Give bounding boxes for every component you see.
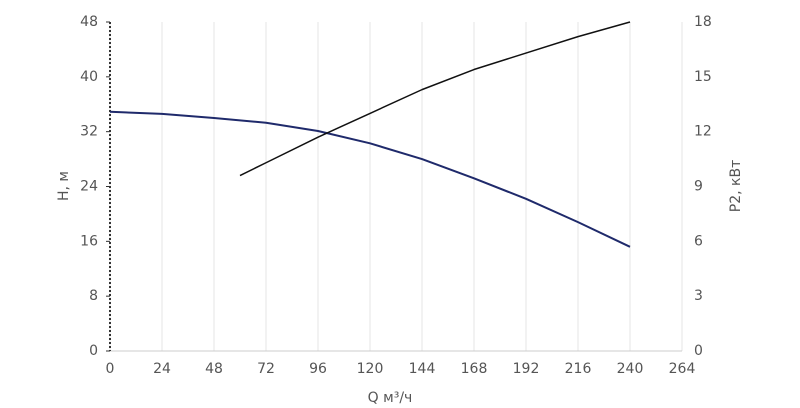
x-tick-label: 120 (357, 361, 384, 377)
y-tick-label: 48 (80, 14, 98, 30)
x-tick-label: 96 (309, 361, 327, 377)
x-tick-label: 48 (205, 361, 223, 377)
series-line (239, 21, 631, 177)
y2-tick-label: 3 (694, 288, 703, 304)
x-tick-label: 0 (106, 361, 115, 377)
y-tick-label: 16 (80, 233, 98, 249)
x-tick-label: 72 (257, 361, 275, 377)
y-tick-label: 0 (89, 343, 98, 359)
x-tick-label: 240 (617, 361, 644, 377)
y-tick-label: 40 (80, 69, 98, 85)
y-tick-label: 32 (80, 124, 98, 140)
x-tick-label: 24 (153, 361, 171, 377)
y2-tick-label: 9 (694, 179, 703, 195)
y2-tick-label: 6 (694, 233, 703, 249)
y2-axis-label: P2, кВт (728, 160, 744, 212)
y-axis-label: H, м (56, 171, 72, 201)
y2-tick-label: 12 (694, 124, 712, 140)
x-axis-label: Q м³/ч (368, 390, 413, 406)
y2-tick-label: 18 (694, 14, 712, 30)
y2-tick-label: 0 (694, 343, 703, 359)
x-tick-label: 192 (513, 361, 540, 377)
x-tick-label: 264 (669, 361, 696, 377)
x-tick-label: 144 (409, 361, 436, 377)
y-tick-label: 24 (80, 179, 98, 195)
x-tick-label: 216 (565, 361, 592, 377)
x-tick-label: 168 (461, 361, 488, 377)
y-tick-label: 8 (89, 288, 98, 304)
y2-tick-label: 15 (694, 69, 712, 85)
series-line (109, 110, 631, 248)
